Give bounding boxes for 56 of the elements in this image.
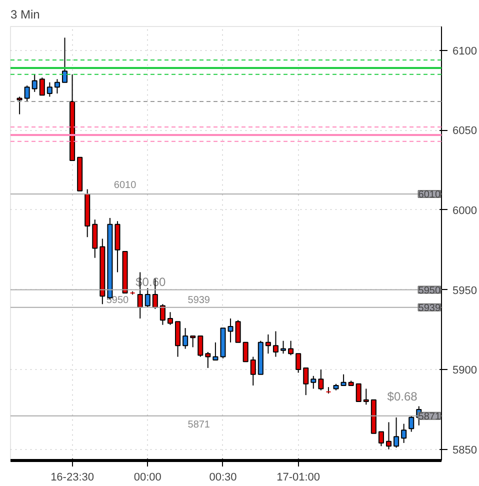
annotation: 5871 [188,419,210,430]
candlestick [24,85,30,102]
candlestick [198,336,204,358]
y-tick-label: 6050 [452,125,477,138]
candlestick [212,342,218,360]
y-tick-label: 5950 [452,284,477,297]
candlestick [280,340,286,354]
y-tick-label: 6000 [452,204,477,217]
candlestick [32,74,38,92]
annotation: 5939 [188,294,210,306]
candlestick [378,431,384,447]
ref-line-label: 5871 [418,411,441,422]
ref-line-label: 6010 [418,190,441,201]
ref-line-label: 5950 [418,285,441,296]
annotation: $0.68 [387,390,418,404]
candlestick [310,375,316,390]
candlestick [16,96,22,115]
candlestick [386,422,392,450]
candlestick [401,423,407,444]
candlestick [394,416,400,448]
x-tick-label: 17-01:00 [276,472,320,484]
y-tick-label: 5850 [452,444,477,456]
y-tick-label: 5900 [452,364,477,377]
candlestick [363,388,369,406]
candlestick [296,353,302,374]
candlestick [356,383,362,402]
candlestick [408,415,414,432]
candlestick [288,340,294,356]
candlestick [205,352,211,368]
candlestick [39,77,45,96]
candlestick [62,37,68,83]
annotation: 6010 [114,180,137,191]
chart-title: 3 Min [10,8,40,22]
candlestick [250,356,256,386]
candlestick [340,374,346,386]
candlestick [242,342,248,362]
x-tick-label: 16-23:30 [50,472,94,484]
candlestick [54,78,60,94]
ref-line-label: 5939 [418,302,441,314]
candlestick [265,334,271,354]
candlestick [182,328,188,350]
x-tick-label: 00:00 [134,472,162,484]
candlestick [160,304,166,326]
candlestick [228,318,234,343]
candlestick [46,82,52,98]
candlestick [235,320,241,343]
candlestick [303,367,309,396]
candlestick [144,288,150,308]
candlestick [190,336,196,348]
candlestick [167,312,173,326]
candlestick [272,330,278,358]
candlestick [175,321,181,358]
y-tick-label: 6100 [452,45,477,58]
x-tick-label: 00:30 [209,472,237,484]
candlestick [92,219,98,258]
candlestick [318,369,324,391]
